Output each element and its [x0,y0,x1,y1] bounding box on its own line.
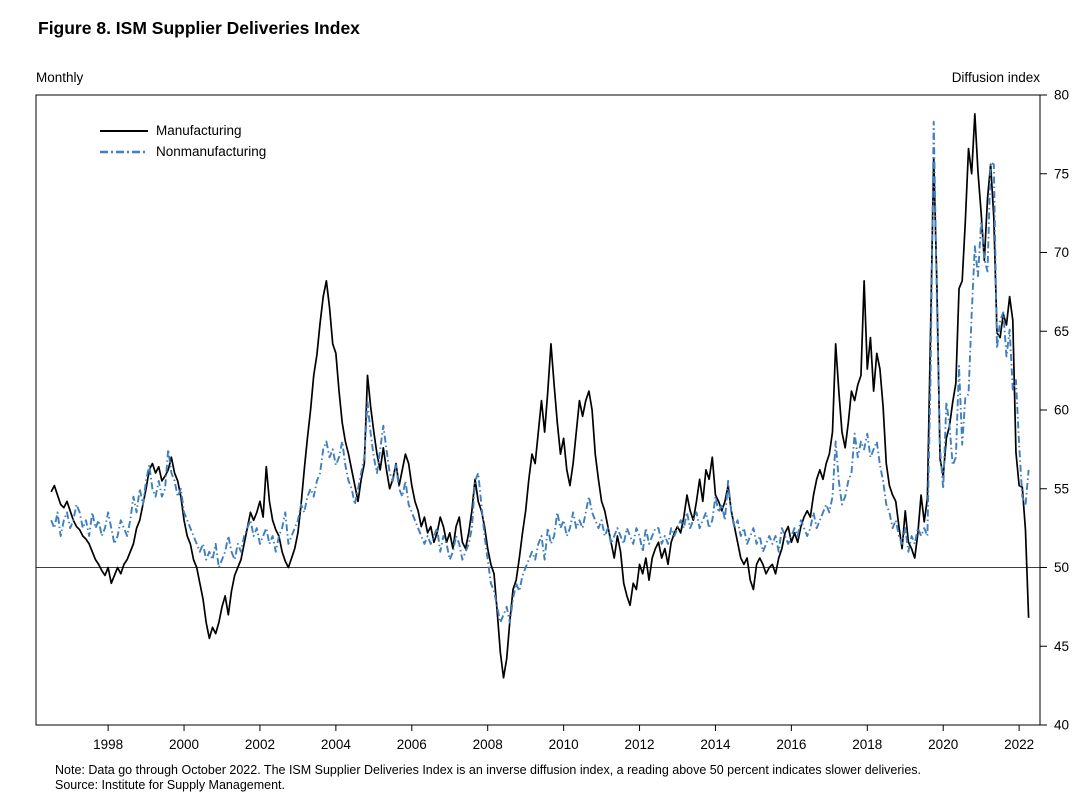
nonmanufacturing-line [50,120,1030,624]
legend-item-nonmanufacturing: Nonmanufacturing [100,141,266,162]
frequency-label: Monthly [36,70,84,85]
manufacturing-line-sample [100,129,148,132]
y-axis-tick-label: 55 [1054,481,1069,496]
x-axis-tick-label: 2022 [1004,737,1034,752]
manufacturing-line [50,113,1030,679]
legend-label-nonmanufacturing: Nonmanufacturing [156,144,267,159]
x-axis-tick-label: 2010 [549,737,579,752]
x-axis-tick-label: 2014 [700,737,731,752]
y-axis-tick-label: 70 [1054,245,1069,260]
nonmanufacturing-line-sample [100,150,148,153]
figure-title: Figure 8. ISM Supplier Deliveries Index [38,18,360,38]
legend-label-manufacturing: Manufacturing [156,123,242,138]
y-axis-tick-label: 80 [1054,88,1069,103]
x-axis-tick-label: 2008 [473,737,503,752]
y-axis-tick-label: 60 [1054,403,1069,418]
x-axis-tick-label: 2016 [776,737,806,752]
y-axis-tick-label: 40 [1054,718,1069,733]
note-block: Note: Data go through October 2022. The … [55,763,921,792]
unit-label: Diffusion index [951,70,1040,85]
x-axis-tick-label: 2018 [852,737,882,752]
y-axis-tick-label: 50 [1054,560,1069,575]
x-axis-tick-label: 2002 [245,737,275,752]
chart-source: Source: Institute for Supply Management. [55,777,285,792]
x-axis-tick-label: 1998 [93,737,123,752]
x-axis-tick-label: 2000 [169,737,199,752]
y-axis-tick-label: 75 [1054,166,1069,181]
x-axis-tick-label: 2004 [321,737,352,752]
chart-legend: Manufacturing Nonmanufacturing [100,120,266,162]
chart-note: Note: Data go through October 2022. The … [55,763,922,777]
x-axis-tick-label: 2020 [928,737,958,752]
legend-item-manufacturing: Manufacturing [100,120,266,141]
plot-frame [35,94,1041,726]
y-axis-tick-label: 65 [1054,324,1069,339]
y-axis-tick-label: 45 [1054,639,1069,654]
x-axis-tick-label: 2012 [625,737,655,752]
x-axis-tick-label: 2006 [397,737,427,752]
